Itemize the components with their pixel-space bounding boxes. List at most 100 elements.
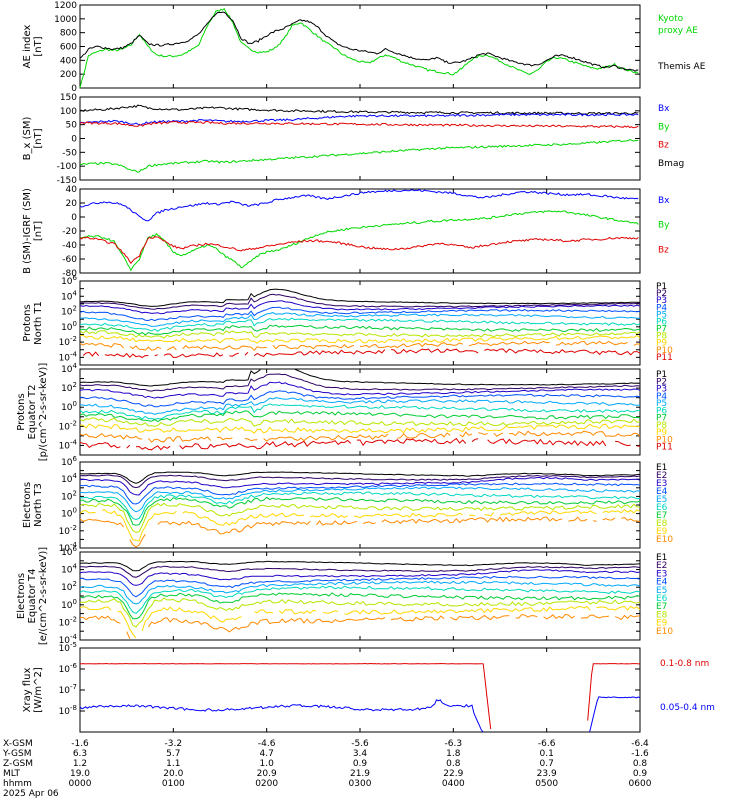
footer-value: 1.8	[446, 749, 461, 759]
footer-value: 0200	[255, 779, 278, 789]
tick-exponent: 0	[73, 320, 77, 328]
tick-exponent: 2	[73, 305, 77, 313]
tick-base: 10	[61, 548, 73, 558]
y-tick-label: 0	[71, 84, 77, 94]
footer-value: -6.4	[631, 739, 649, 749]
legend-entry: P9	[656, 339, 667, 349]
channel-line	[79, 390, 641, 408]
tick-exponent: 0	[73, 598, 77, 606]
tick-exponent: 2	[73, 381, 77, 389]
tick-base: 10	[61, 403, 73, 413]
tick-base: 10	[61, 475, 73, 485]
legend-entry: E8	[656, 519, 668, 529]
tick-exponent: 4	[73, 362, 78, 370]
y-tick-label: 10-4	[59, 541, 78, 554]
legend-entry: P5	[656, 310, 667, 320]
y-axis-label: B (SM)-IGRF (SM)	[22, 188, 33, 274]
footer-value: -6.6	[538, 739, 556, 749]
y-axis-label: [nT]	[33, 36, 44, 56]
legend-entry: Kyoto	[658, 14, 684, 24]
y-tick-label: 10-2	[59, 419, 77, 432]
footer-value: 0.7	[540, 759, 554, 769]
y-axis-label: Xray flux	[22, 668, 33, 713]
tick-base: 10	[61, 601, 73, 611]
tick-exponent: -8	[70, 704, 77, 712]
y-tick-label: -100	[57, 162, 78, 172]
tick-exponent: 6	[73, 274, 78, 282]
y-tick-label: -80	[62, 269, 77, 279]
y-tick-label: 10-4	[59, 438, 78, 451]
legend-entry: P3	[656, 385, 667, 395]
channel-line	[79, 560, 641, 572]
y-axis-label: B_x (SM)	[22, 117, 33, 161]
legend-entry: 0.05-0.4 nm	[660, 703, 715, 713]
tick-exponent: 4	[73, 289, 78, 297]
tick-base: 10	[61, 583, 73, 593]
footer-value: 1.1	[166, 759, 180, 769]
footer-value: 1.2	[73, 759, 87, 769]
y-axis-label: [p/(cm^2-s-sr-keV)]	[38, 363, 49, 462]
channel-line	[79, 471, 641, 484]
channel-line	[79, 293, 641, 310]
legend-entry: P11	[656, 443, 673, 453]
legend-entry: E6	[656, 503, 668, 513]
y-tick-label: 100	[61, 598, 77, 611]
y-axis-label: AE index	[22, 25, 33, 69]
tick-base: 10	[59, 707, 71, 717]
series-line	[80, 112, 639, 126]
y-axis-label: North T1	[33, 301, 44, 345]
tick-base: 10	[59, 422, 71, 432]
y-tick-label: 10-7	[59, 683, 77, 696]
tick-exponent: -6	[70, 662, 78, 670]
y-tick-label: 0	[71, 135, 77, 145]
y-axis-label: Protons	[16, 393, 27, 430]
footer-value: 0.8	[446, 759, 461, 769]
y-tick-label: 104	[61, 472, 77, 485]
tick-exponent: 6	[73, 455, 78, 463]
panel-frame	[79, 4, 641, 89]
footer-value: 0400	[442, 779, 465, 789]
y-tick-label: -60	[62, 255, 77, 265]
tick-base: 10	[61, 566, 73, 576]
y-tick-label: -40	[62, 241, 77, 251]
tick-exponent: -2	[70, 335, 77, 343]
y-tick-label: 102	[61, 580, 77, 593]
channel-line	[79, 585, 641, 614]
y-tick-label: 40	[66, 185, 78, 195]
y-axis-label: Equator T2	[27, 385, 38, 440]
legend-entry: P4	[656, 392, 667, 402]
footer-value: -1.6	[71, 739, 89, 749]
tick-base: 10	[59, 644, 71, 654]
y-tick-label: 100	[61, 400, 77, 413]
legend-entry: E3	[656, 569, 667, 579]
legend-entry: E5	[656, 586, 667, 596]
legend-entry: E5	[656, 495, 667, 505]
series-line	[79, 11, 639, 72]
footer-value: 0100	[162, 779, 185, 789]
legend-entry: E10	[656, 627, 673, 637]
y-axis-label: Equator T4	[27, 569, 38, 624]
footer-value: 20.0	[163, 769, 183, 779]
legend-entry: Bx	[658, 196, 670, 206]
footer-row-label: MLT	[3, 769, 21, 779]
tick-base: 10	[59, 338, 71, 348]
series-line	[79, 210, 639, 272]
legend-entry: E1	[656, 463, 667, 473]
y-tick-label: 104	[61, 362, 77, 375]
y-tick-label: 1200	[54, 1, 77, 11]
legend-entry: P7	[656, 325, 667, 335]
channel-line	[79, 317, 641, 332]
channel-line	[79, 502, 641, 533]
tick-base: 10	[61, 365, 73, 375]
footer-value: 0.9	[633, 769, 648, 779]
y-tick-label: -20	[62, 227, 77, 237]
legend-entry: P6	[656, 406, 667, 416]
panel-frame	[79, 461, 641, 549]
channel-line	[79, 496, 641, 526]
tick-base: 10	[61, 384, 73, 394]
series-line	[79, 138, 639, 173]
legend-entry: E9	[656, 527, 668, 537]
channel-line	[79, 430, 641, 443]
y-tick-label: 102	[61, 381, 77, 394]
